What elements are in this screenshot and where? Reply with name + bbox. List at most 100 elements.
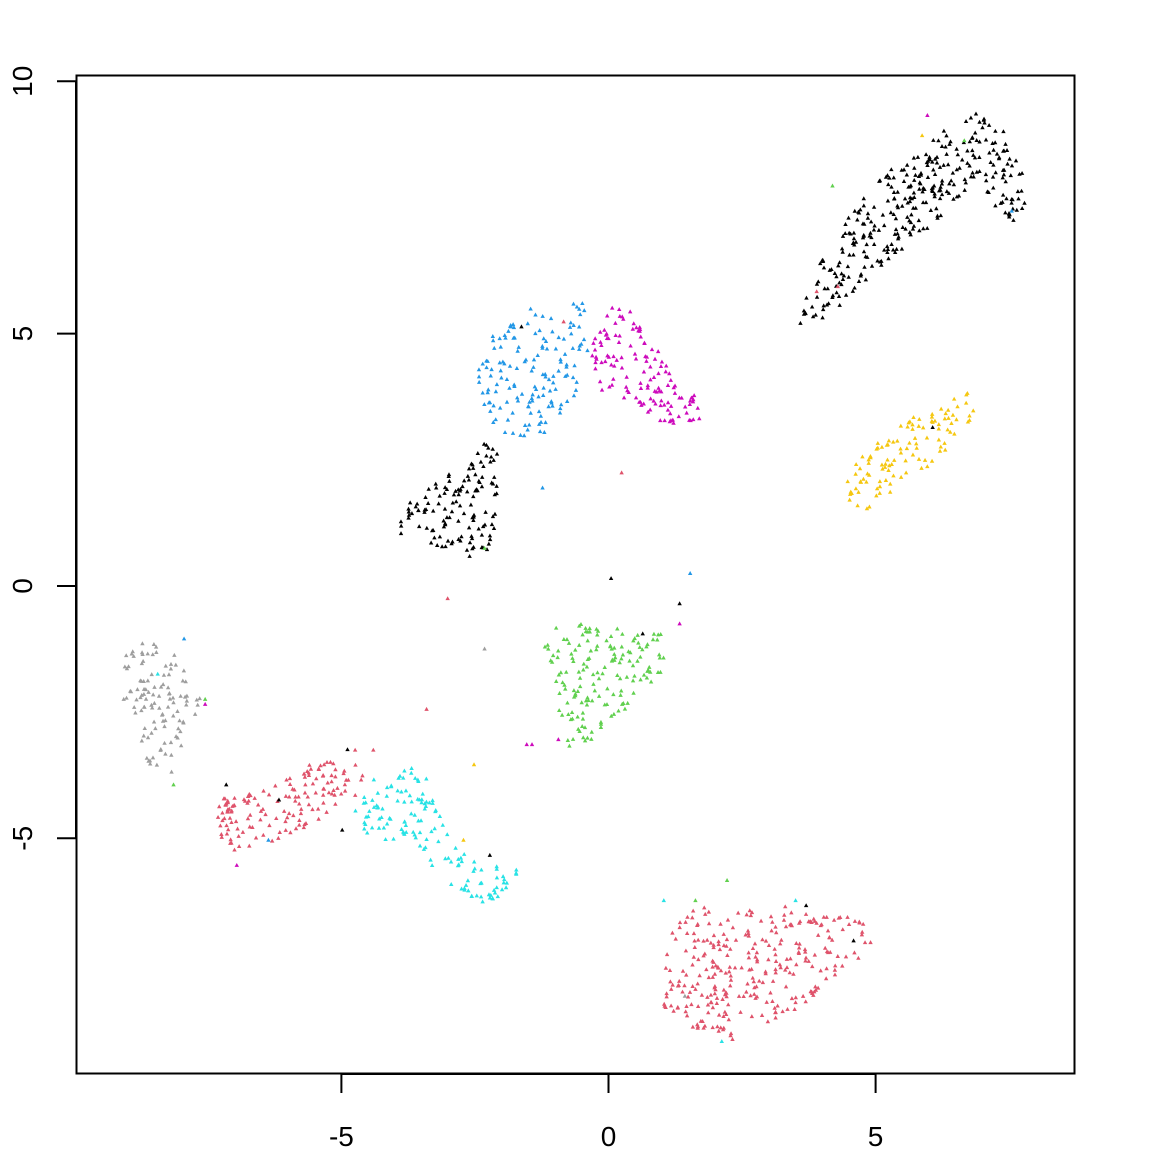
scatter-point: [122, 664, 128, 669]
scatter-point: [287, 794, 292, 799]
scatter-point: [140, 641, 145, 646]
scatter-point: [710, 1025, 715, 1030]
scatter-point: [818, 968, 823, 973]
scatter-point: [413, 775, 418, 780]
scatter-point: [921, 185, 926, 190]
scatter-point: [743, 932, 748, 937]
scatter-point: [774, 930, 779, 935]
scatter-point: [812, 952, 818, 957]
scatter-point: [910, 452, 916, 457]
scatter-point: [545, 642, 550, 647]
scatter-point: [662, 418, 667, 423]
scatter-point: [449, 881, 454, 886]
scatter-point: [727, 964, 733, 969]
scatter-point: [599, 343, 604, 348]
scatter-point: [829, 937, 835, 942]
scatter-point: [631, 638, 636, 643]
scatter-point: [489, 367, 494, 372]
scatter-point: [659, 398, 664, 403]
scatter-point: [645, 385, 650, 390]
scatter-point: [602, 664, 607, 669]
scatter-point: [593, 360, 598, 365]
scatter-point: [591, 681, 596, 686]
scatter-point: [399, 789, 404, 794]
scatter-point: [977, 139, 982, 144]
scatter-point: [598, 339, 603, 344]
scatter-point: [263, 812, 268, 817]
scatter-point: [911, 155, 917, 160]
scatter-point: [595, 643, 600, 648]
scatter-point: [437, 534, 443, 539]
scatter-point: [644, 358, 649, 363]
scatter-point: [687, 571, 693, 576]
scatter-point: [710, 974, 715, 979]
scatter-point: [702, 905, 707, 910]
scatter-point: [568, 320, 574, 325]
scatter-point: [458, 538, 463, 543]
scatter-point: [912, 435, 918, 440]
scatter-point: [967, 139, 972, 144]
scatter-point: [230, 803, 235, 808]
scatter-point: [546, 646, 551, 651]
scatter-point: [476, 367, 482, 372]
scatter-point: [303, 782, 308, 787]
scatter-point: [981, 116, 987, 121]
scatter-point: [611, 711, 617, 716]
scatter-point: [124, 653, 129, 658]
scatter-point: [677, 925, 682, 930]
scatter-point: [437, 493, 442, 498]
scatter-point: [901, 179, 907, 184]
scatter-point: [706, 975, 712, 980]
scatter-point: [977, 155, 982, 160]
scatter-point: [506, 328, 511, 333]
scatter-point: [962, 177, 968, 182]
scatter-point: [492, 345, 497, 350]
scatter-point: [874, 493, 879, 498]
scatter-point: [608, 634, 614, 639]
scatter-point: [610, 657, 615, 662]
scatter-point: [423, 495, 428, 499]
scatter-point: [579, 700, 584, 705]
scatter-point: [521, 433, 527, 438]
scatter-point: [162, 724, 167, 729]
scatter-point: [893, 227, 899, 232]
scatter-point: [131, 704, 137, 709]
scatter-point: [728, 973, 733, 978]
scatter-point: [631, 321, 636, 326]
scatter-point: [809, 919, 814, 924]
scatter-point: [145, 651, 150, 656]
scatter-point: [610, 305, 615, 310]
scatter-point: [615, 672, 620, 677]
scatter-point: [862, 264, 867, 269]
scatter-point: [565, 738, 571, 742]
scatter-point: [724, 878, 730, 882]
scatter-point: [161, 672, 167, 677]
scatter-point: [333, 801, 338, 806]
scatter-point: [915, 154, 921, 159]
scatter-point: [307, 762, 312, 767]
scatter-point: [447, 515, 452, 520]
scatter-point: [402, 768, 407, 773]
scatter-point: [892, 231, 898, 236]
scatter-point: [806, 958, 811, 963]
scatter-point: [143, 687, 149, 692]
scatter-point: [240, 829, 246, 834]
scatter-point: [884, 442, 890, 447]
scatter-point: [803, 949, 808, 954]
scatter-point: [633, 395, 639, 400]
scatter-point: [949, 420, 954, 425]
scatter-point: [668, 1003, 674, 1008]
scatter-point: [941, 162, 946, 167]
scatter-point: [820, 258, 826, 263]
scatter-point: [144, 755, 150, 760]
scatter-point: [222, 796, 228, 801]
scatter-point: [1009, 200, 1014, 205]
scatter-point: [415, 777, 421, 782]
scatter-point: [851, 252, 856, 257]
scatter-point: [468, 502, 474, 507]
scatter-point: [657, 655, 663, 660]
scatter-point: [131, 653, 136, 658]
scatter-point: [621, 316, 626, 321]
scatter-point: [171, 700, 176, 705]
scatter-point: [972, 155, 978, 160]
